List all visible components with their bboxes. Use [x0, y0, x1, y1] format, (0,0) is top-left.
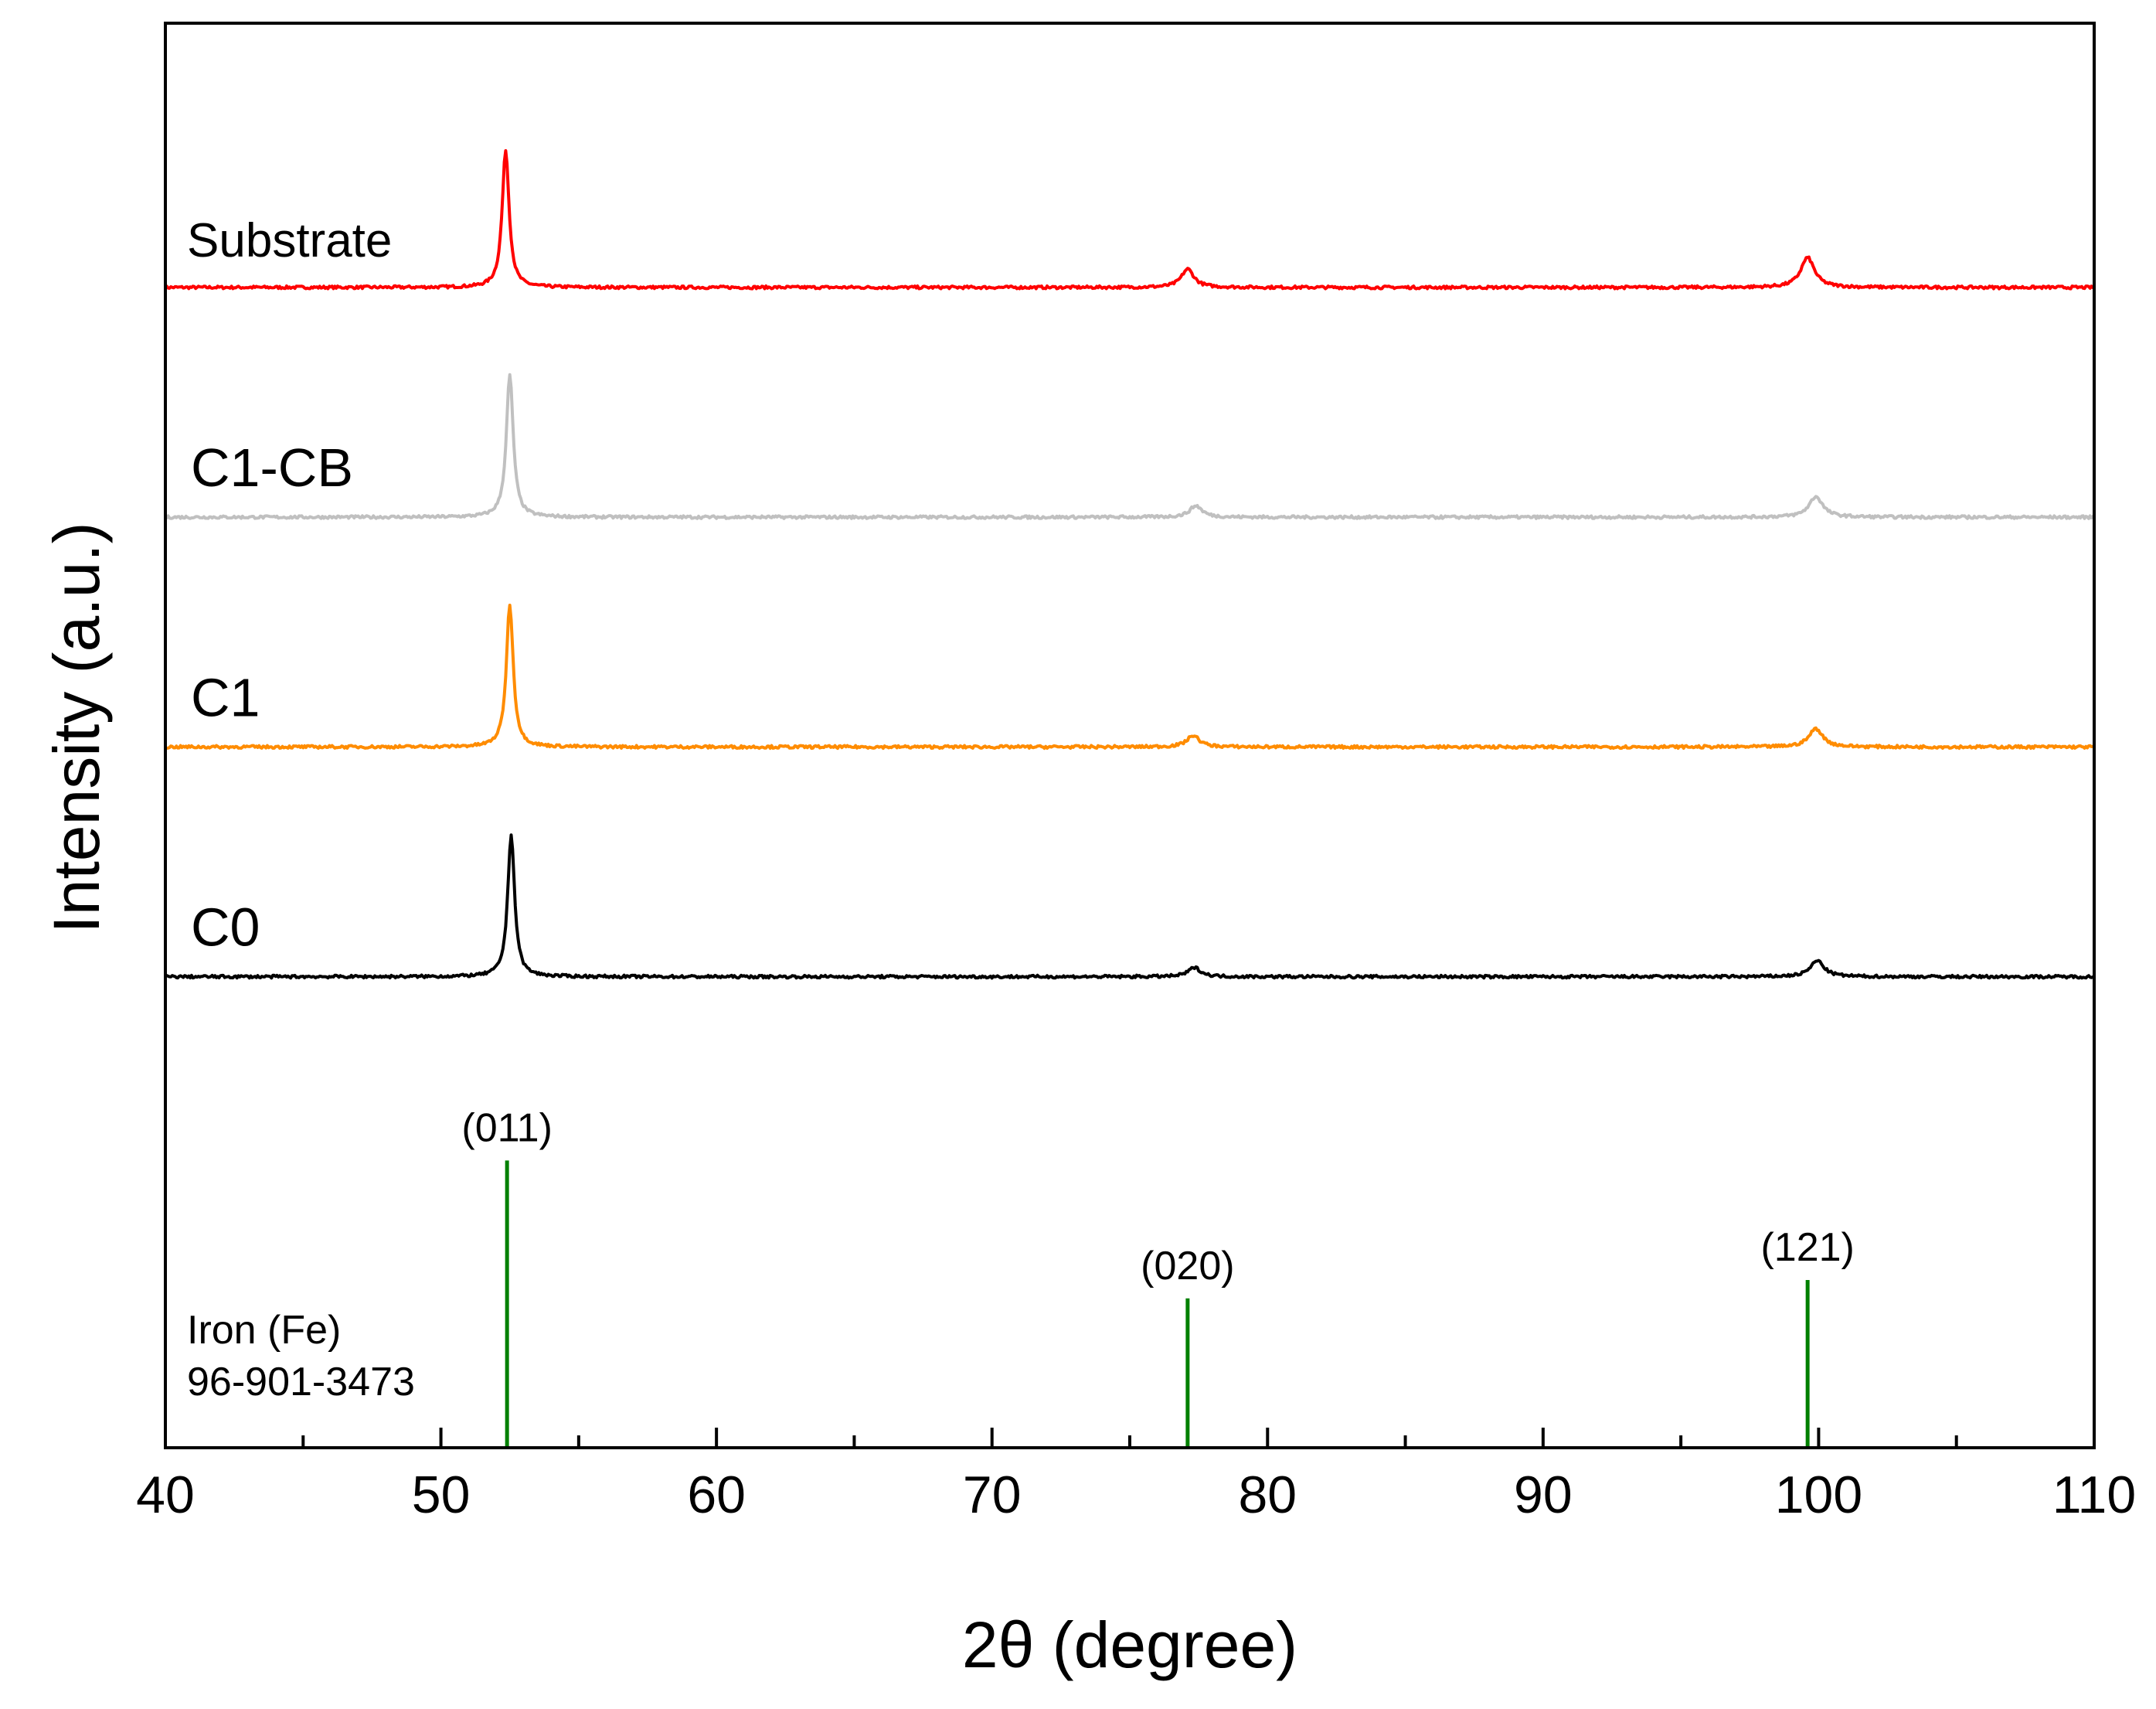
reference-hkl-label: (011)	[461, 1105, 553, 1150]
series-line-c1-cb	[164, 373, 2096, 520]
x-tick-label: 90	[1514, 1466, 1573, 1524]
x-axis: 40 50 60 70 80 90 100 110	[136, 1428, 2136, 1524]
reference-code: 96-901-3473	[187, 1360, 415, 1404]
series-label: Substrate	[187, 214, 392, 267]
series-label: C1	[191, 667, 260, 727]
reference-hkl-label: (020)	[1141, 1244, 1234, 1289]
x-tick-label: 100	[1775, 1466, 1862, 1524]
x-tick-label: 40	[136, 1466, 195, 1524]
x-tick-label: 50	[412, 1466, 471, 1524]
series-line-c0	[164, 833, 2095, 980]
x-tick-label: 110	[2052, 1466, 2136, 1524]
series-label: C1-CB	[191, 437, 353, 498]
series-line-c1	[164, 604, 2095, 751]
x-tick-label: 60	[687, 1466, 746, 1524]
series-line-substrate	[164, 149, 2095, 291]
x-tick-label: 80	[1238, 1466, 1297, 1524]
series-label: C0	[191, 897, 260, 958]
plot-area: Substrate C1-CB C1 C0 (011) (020) (121)	[164, 149, 2096, 1448]
reference-name: Iron (Fe)	[187, 1308, 341, 1353]
reference-hkl-label: (121)	[1760, 1225, 1854, 1270]
x-axis-title: 2θ (degree)	[962, 1609, 1297, 1681]
y-axis-title: Intensity (a.u.)	[40, 522, 113, 933]
x-tick-label: 70	[963, 1466, 1022, 1524]
